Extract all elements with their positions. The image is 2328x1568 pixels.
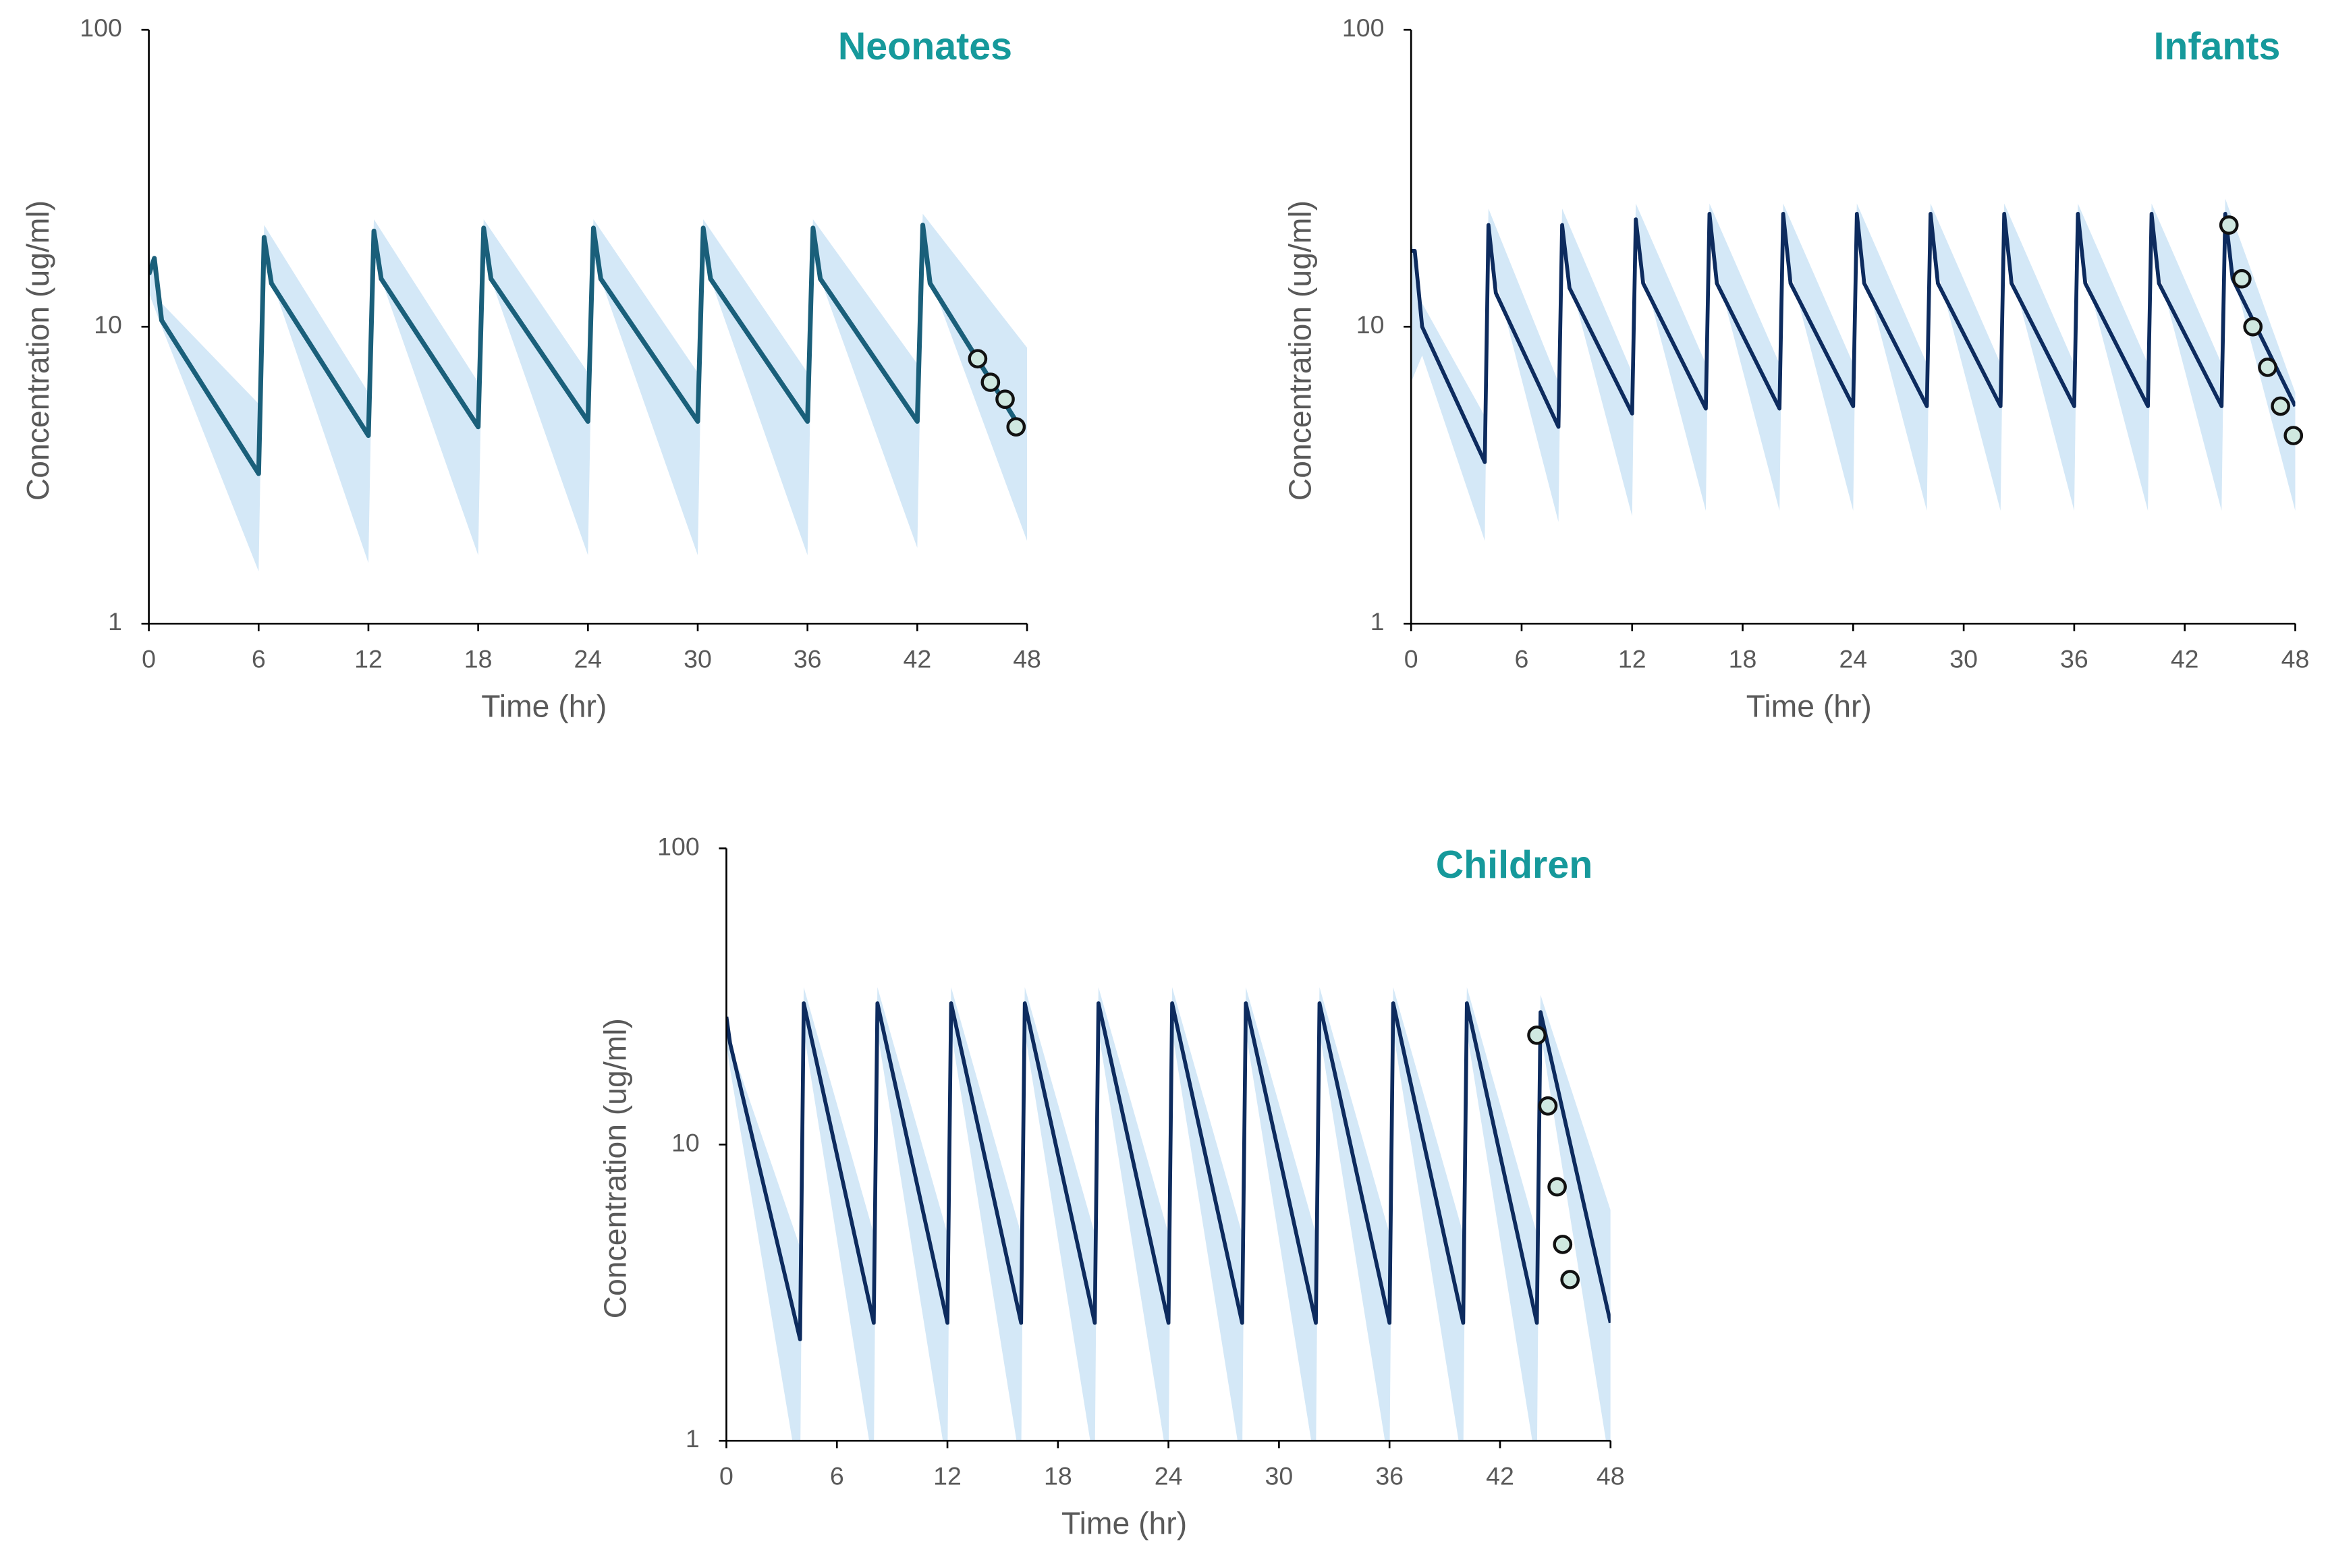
x-tick-label: 0 bbox=[1404, 644, 1418, 673]
y-axis-title: Concentration (ug/ml) bbox=[20, 200, 55, 501]
y-tick-label: 100 bbox=[1342, 13, 1385, 42]
x-tick-label: 12 bbox=[354, 644, 383, 673]
x-tick-label: 0 bbox=[719, 1461, 733, 1490]
x-axis-title: Time (hr) bbox=[481, 688, 607, 723]
y-axis-title: Concentration (ug/ml) bbox=[1282, 200, 1317, 501]
x-tick-label: 24 bbox=[1155, 1461, 1183, 1490]
observed-point bbox=[1538, 1096, 1558, 1116]
x-tick-label: 42 bbox=[2171, 644, 2199, 673]
panel-title: Neonates bbox=[838, 25, 1012, 68]
observed-point bbox=[980, 372, 1001, 392]
x-axis-title: Time (hr) bbox=[1746, 688, 1872, 723]
simulated-line bbox=[148, 223, 1020, 476]
y-axis-title: Concentration (ug/ml) bbox=[598, 1018, 633, 1318]
observed-point bbox=[2283, 426, 2304, 445]
x-tick-label: 12 bbox=[1618, 644, 1646, 673]
x-tick-label: 12 bbox=[933, 1461, 962, 1490]
panel-title: Children bbox=[1436, 843, 1593, 887]
panel-title: Infants bbox=[2153, 25, 2280, 68]
x-tick-label: 48 bbox=[1013, 644, 1041, 673]
x-tick-label: 30 bbox=[684, 644, 712, 673]
x-tick-label: 30 bbox=[1265, 1461, 1294, 1490]
y-tick-label: 1 bbox=[686, 1424, 700, 1453]
x-tick-label: 18 bbox=[1729, 644, 1757, 673]
y-tick-label: 1 bbox=[1370, 607, 1385, 636]
y-tick-label: 10 bbox=[1356, 310, 1385, 339]
observed-point bbox=[1560, 1270, 1580, 1289]
simulated-line bbox=[1411, 212, 2296, 464]
observed-point bbox=[2232, 269, 2252, 289]
x-tick-label: 42 bbox=[904, 644, 932, 673]
observed-point bbox=[968, 349, 988, 369]
observed-point bbox=[1527, 1025, 1547, 1045]
x-tick-label: 24 bbox=[1839, 644, 1867, 673]
x-tick-label: 24 bbox=[574, 644, 602, 673]
x-tick-label: 36 bbox=[2060, 644, 2088, 673]
observed-point bbox=[2219, 215, 2239, 235]
x-axis-title: Time (hr) bbox=[1061, 1505, 1187, 1540]
y-tick-label: 10 bbox=[671, 1128, 700, 1156]
x-tick-label: 18 bbox=[464, 644, 493, 673]
observed-point bbox=[2271, 396, 2290, 416]
observed-point bbox=[995, 389, 1015, 410]
x-tick-label: 36 bbox=[1375, 1461, 1404, 1490]
x-tick-label: 30 bbox=[1949, 644, 1978, 673]
observed-point bbox=[2258, 358, 2277, 377]
x-tick-label: 48 bbox=[1597, 1461, 1625, 1490]
x-tick-label: 6 bbox=[252, 644, 266, 673]
observed-point bbox=[1006, 417, 1026, 437]
x-tick-label: 18 bbox=[1044, 1461, 1072, 1490]
observed-point bbox=[2243, 316, 2263, 337]
y-tick-label: 10 bbox=[94, 310, 122, 339]
x-tick-label: 6 bbox=[830, 1461, 844, 1490]
x-tick-label: 48 bbox=[2281, 644, 2310, 673]
x-tick-label: 42 bbox=[1486, 1461, 1514, 1490]
x-tick-label: 6 bbox=[1515, 644, 1529, 673]
y-tick-label: 1 bbox=[108, 607, 122, 636]
x-tick-label: 0 bbox=[142, 644, 156, 673]
y-tick-label: 100 bbox=[80, 13, 122, 42]
observed-point bbox=[1553, 1235, 1573, 1254]
observed-point bbox=[1547, 1177, 1567, 1197]
y-tick-label: 100 bbox=[657, 832, 700, 860]
x-tick-label: 36 bbox=[794, 644, 822, 673]
simulated-line bbox=[726, 1001, 1611, 1341]
prediction-band bbox=[726, 987, 1611, 1441]
